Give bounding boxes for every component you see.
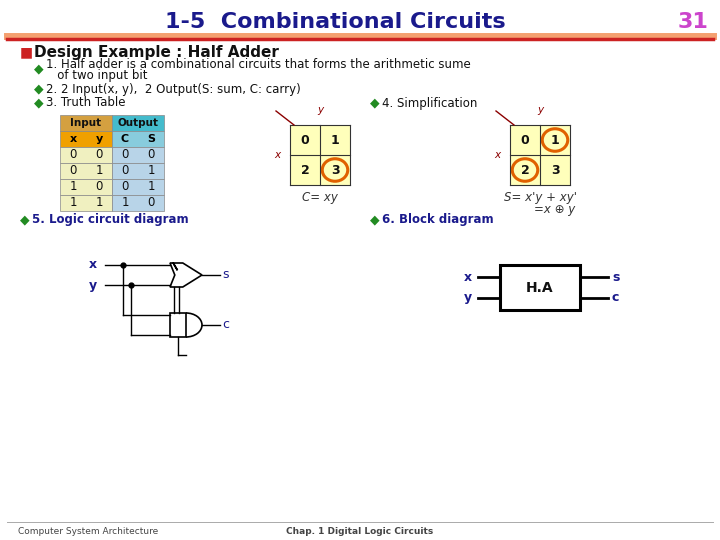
- Text: Chap. 1 Digital Logic Circuits: Chap. 1 Digital Logic Circuits: [287, 526, 433, 536]
- Text: y: y: [95, 134, 103, 144]
- Text: 0: 0: [69, 148, 77, 161]
- Text: ◆: ◆: [370, 97, 379, 110]
- Text: 3: 3: [330, 164, 339, 177]
- Bar: [60, 131, 112, 147]
- Bar: [500, 265, 580, 310]
- Text: H.A: H.A: [526, 280, 554, 294]
- Text: y: y: [537, 105, 543, 115]
- Text: Computer System Architecture: Computer System Architecture: [18, 526, 158, 536]
- Text: 1: 1: [121, 197, 129, 210]
- Text: 0: 0: [148, 197, 155, 210]
- Bar: [112, 195, 164, 211]
- Bar: [112, 147, 164, 163]
- Text: Input: Input: [71, 118, 102, 128]
- Text: y: y: [89, 279, 97, 292]
- Bar: [112, 163, 164, 179]
- Text: 0: 0: [121, 180, 129, 193]
- Bar: [112, 131, 164, 147]
- Text: 6. Block diagram: 6. Block diagram: [382, 213, 494, 226]
- Text: S: S: [147, 134, 155, 144]
- Text: 0: 0: [121, 148, 129, 161]
- Text: 3: 3: [551, 164, 559, 177]
- Text: 1: 1: [148, 165, 155, 178]
- Text: 0: 0: [95, 180, 103, 193]
- Bar: [60, 147, 112, 163]
- Polygon shape: [170, 263, 202, 287]
- Text: 1: 1: [95, 165, 103, 178]
- Text: 1. Half adder is a combinational circuits that forms the arithmetic sume: 1. Half adder is a combinational circuit…: [46, 58, 471, 71]
- Text: x: x: [494, 150, 500, 160]
- Text: c: c: [612, 292, 619, 305]
- Bar: [60, 179, 112, 195]
- Text: 0: 0: [521, 133, 529, 146]
- Text: of two input bit: of two input bit: [46, 70, 148, 83]
- Text: ■: ■: [20, 45, 33, 59]
- Text: 1: 1: [148, 180, 155, 193]
- Text: 1-5  Combinational Circuits: 1-5 Combinational Circuits: [165, 12, 505, 32]
- Text: ◆: ◆: [34, 63, 44, 76]
- Polygon shape: [170, 313, 186, 337]
- Bar: [112, 115, 164, 131]
- Text: ◆: ◆: [20, 213, 30, 226]
- Text: 1: 1: [551, 133, 559, 146]
- Text: 0: 0: [301, 133, 310, 146]
- Bar: [290, 125, 350, 185]
- Text: =x ⊕ y: =x ⊕ y: [534, 204, 575, 217]
- Text: 0: 0: [69, 165, 77, 178]
- Text: x: x: [464, 271, 472, 284]
- Text: 2. 2 Input(x, y),  2 Output(S: sum, C: carry): 2. 2 Input(x, y), 2 Output(S: sum, C: ca…: [46, 83, 301, 96]
- Text: Output: Output: [117, 118, 158, 128]
- Text: 0: 0: [95, 148, 103, 161]
- Text: s: s: [222, 268, 228, 281]
- Text: x: x: [89, 259, 97, 272]
- Text: ◆: ◆: [34, 83, 44, 96]
- Text: y: y: [464, 292, 472, 305]
- Text: y: y: [317, 105, 323, 115]
- Text: 1: 1: [330, 133, 339, 146]
- Text: 1: 1: [69, 197, 77, 210]
- Text: 2: 2: [301, 164, 310, 177]
- Text: 5. Logic circuit diagram: 5. Logic circuit diagram: [32, 213, 189, 226]
- Bar: [60, 163, 112, 179]
- Bar: [112, 179, 164, 195]
- Text: 31: 31: [678, 12, 708, 32]
- Text: ◆: ◆: [34, 97, 44, 110]
- Text: Design Example : Half Adder: Design Example : Half Adder: [34, 44, 279, 59]
- Text: 1: 1: [95, 197, 103, 210]
- Text: 2: 2: [521, 164, 529, 177]
- Text: 4. Simplification: 4. Simplification: [382, 97, 477, 110]
- Text: x: x: [69, 134, 76, 144]
- Bar: [60, 115, 112, 131]
- Text: c: c: [222, 319, 229, 332]
- Bar: [510, 125, 570, 185]
- Text: s: s: [612, 271, 619, 284]
- Text: 0: 0: [148, 148, 155, 161]
- Text: S= x'y + xy': S= x'y + xy': [503, 191, 577, 204]
- Text: C: C: [121, 134, 129, 144]
- Text: x: x: [274, 150, 280, 160]
- Text: 1: 1: [69, 180, 77, 193]
- Text: 0: 0: [121, 165, 129, 178]
- Text: C= xy: C= xy: [302, 191, 338, 204]
- Text: 3. Truth Table: 3. Truth Table: [46, 97, 125, 110]
- Text: ◆: ◆: [370, 213, 379, 226]
- Bar: [60, 195, 112, 211]
